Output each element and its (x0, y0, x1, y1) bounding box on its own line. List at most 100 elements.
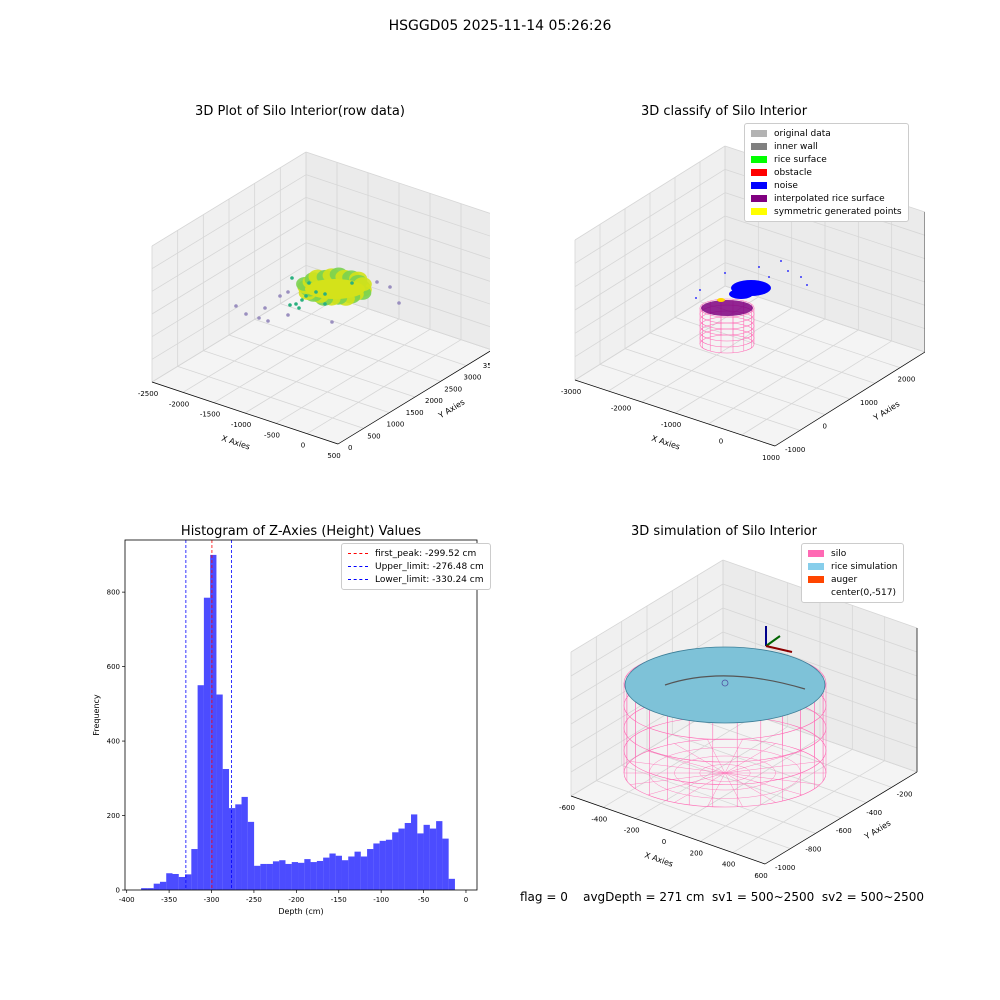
histogram-legend-swatch (348, 566, 368, 567)
raw-scatter-point (244, 312, 248, 316)
histogram-plot-area (125, 540, 477, 890)
histogram-bar (178, 876, 186, 890)
sim-rice-ridge (664, 675, 806, 690)
histogram-bar (153, 883, 160, 890)
sim-y-axis-line (764, 771, 918, 865)
raw-x-tick-label: -1500 (200, 411, 220, 419)
histogram-bar (279, 860, 286, 890)
cls-x-tick-label: -1000 (661, 421, 681, 429)
sim-silo-bottom-ring (674, 755, 776, 791)
histogram-bar (379, 840, 386, 890)
histogram-plot[interactable]: -400 -350 -300 -250 -200 -150 -100 -50 0 0 200 400 6… (80, 530, 490, 920)
sim-y-tick-label: -1000 (775, 864, 795, 872)
histogram-bar (147, 888, 154, 890)
cls-y-tick-label: -1000 (785, 446, 805, 454)
raw-y-tick-label: 0 (348, 444, 352, 452)
cls-noise-point (800, 276, 802, 278)
classify-legend-item: rice surface (751, 153, 902, 166)
cls-noise-point (806, 284, 808, 286)
classify-legend-swatch (751, 143, 767, 150)
sim-y-tick-label: -800 (805, 846, 821, 854)
sim-y-tick-label: -200 (897, 790, 913, 798)
raw-y-tick-label: 2500 (444, 385, 462, 393)
histogram-bar (448, 878, 455, 890)
cls-grid-line (574, 168, 726, 264)
sim-grid-line (570, 583, 724, 677)
raw-x-axis-line (151, 381, 339, 445)
sim-x-tick-label: 400 (722, 861, 735, 869)
histogram-x-tick-label: -200 (288, 896, 304, 904)
histogram-bar (298, 862, 305, 890)
raw-plot-title: 3D Plot of Silo Interior(row data) (195, 104, 405, 119)
histogram-bar (442, 838, 449, 890)
histogram-x-tick-label: -300 (204, 896, 220, 904)
histogram-legend-item: Lower_limit: -330.24 cm (348, 573, 484, 586)
cls-y-axis-line (774, 351, 925, 447)
raw-scatter-point (300, 298, 304, 302)
classify-legend-swatch (751, 195, 767, 202)
classify-legend-item: inner wall (751, 140, 902, 153)
sim-axis-arrow-y (765, 635, 781, 647)
classify-legend-item: original data (751, 127, 902, 140)
cls-noise-cluster (729, 289, 753, 299)
raw-grid-line (305, 174, 490, 237)
histogram-legend-swatch (348, 553, 368, 554)
cls-noise-point (695, 297, 697, 299)
classify-plot-title: 3D classify of Silo Interior (640, 104, 808, 119)
histogram-bar (348, 856, 355, 890)
raw-surface-core (305, 279, 365, 299)
raw-scatter-point (234, 304, 238, 308)
raw-scatter-point (286, 313, 290, 317)
histogram-frame (124, 539, 478, 891)
raw-x-tick-label: -2500 (138, 390, 158, 398)
histogram-bar (254, 865, 261, 890)
sim-silo-bottom-ring (699, 764, 751, 782)
sim-x-tick-label: 600 (754, 872, 767, 880)
simulation-3d-plot[interactable]: -600 -400 -200 0 200 400 600 -1000 -800 -600 -400 -… (545, 550, 925, 880)
raw-x-axis-label: X Axies (220, 434, 251, 452)
raw-scatter-point (330, 320, 334, 324)
raw-grid-line (280, 303, 467, 367)
histogram-y-tick-label: 200 (107, 812, 120, 820)
histogram-bar (392, 832, 399, 890)
classify-legend-label: original data (774, 128, 831, 139)
raw-scatter-point (297, 306, 301, 310)
histogram-bar (172, 873, 179, 890)
simulation-legend: silo rice simulation auger center(0,-517) (801, 543, 905, 603)
histogram-legend-item: Upper_limit: -276.48 cm (348, 560, 484, 573)
raw-scatter-point (375, 280, 379, 284)
classify-legend-label: obstacle (774, 167, 812, 178)
histogram-bar (417, 833, 424, 890)
raw-scatter-point (314, 290, 318, 294)
raw-3d-plot[interactable]: -2500 -2000 -1500 -1000 -500 0 500 0 500 10001500… (120, 130, 490, 470)
raw-scatter-point (257, 316, 261, 320)
histogram-bar (166, 873, 173, 890)
raw-y-tick-label: 3000 (464, 374, 482, 382)
histogram-bar (216, 694, 223, 890)
histogram-bar (141, 888, 148, 890)
classify-legend-label: inner wall (774, 141, 818, 152)
histogram-bar (266, 863, 273, 890)
raw-scatter-point (397, 301, 401, 305)
sim-axis-arrow-x (765, 645, 793, 653)
raw-x-tick-label: -500 (264, 431, 280, 439)
classify-legend-swatch (751, 169, 767, 176)
cls-noise-point (699, 289, 701, 291)
histogram-bar (247, 821, 255, 890)
histogram-y-axis-label: Frequency (92, 694, 101, 736)
raw-grid-line (305, 151, 490, 214)
histogram-x-tick-label: -100 (373, 896, 389, 904)
cls-x-tick-label: -2000 (611, 405, 631, 413)
raw-scatter-point (263, 306, 267, 310)
sim-y-tick-label: -600 (836, 827, 852, 835)
histogram-y-tick-label: 600 (107, 663, 120, 671)
classify-legend: original data inner wall rice surface obsta… (744, 123, 909, 222)
classify-legend-swatch (751, 208, 767, 215)
raw-x-tick-label: -1000 (231, 421, 251, 429)
raw-scatter-point (307, 281, 311, 285)
histogram-bar (329, 853, 336, 890)
classify-legend-swatch (751, 130, 767, 137)
sim-grid-line (570, 559, 724, 653)
raw-scatter-point (288, 303, 292, 307)
histogram-bar (197, 685, 204, 890)
